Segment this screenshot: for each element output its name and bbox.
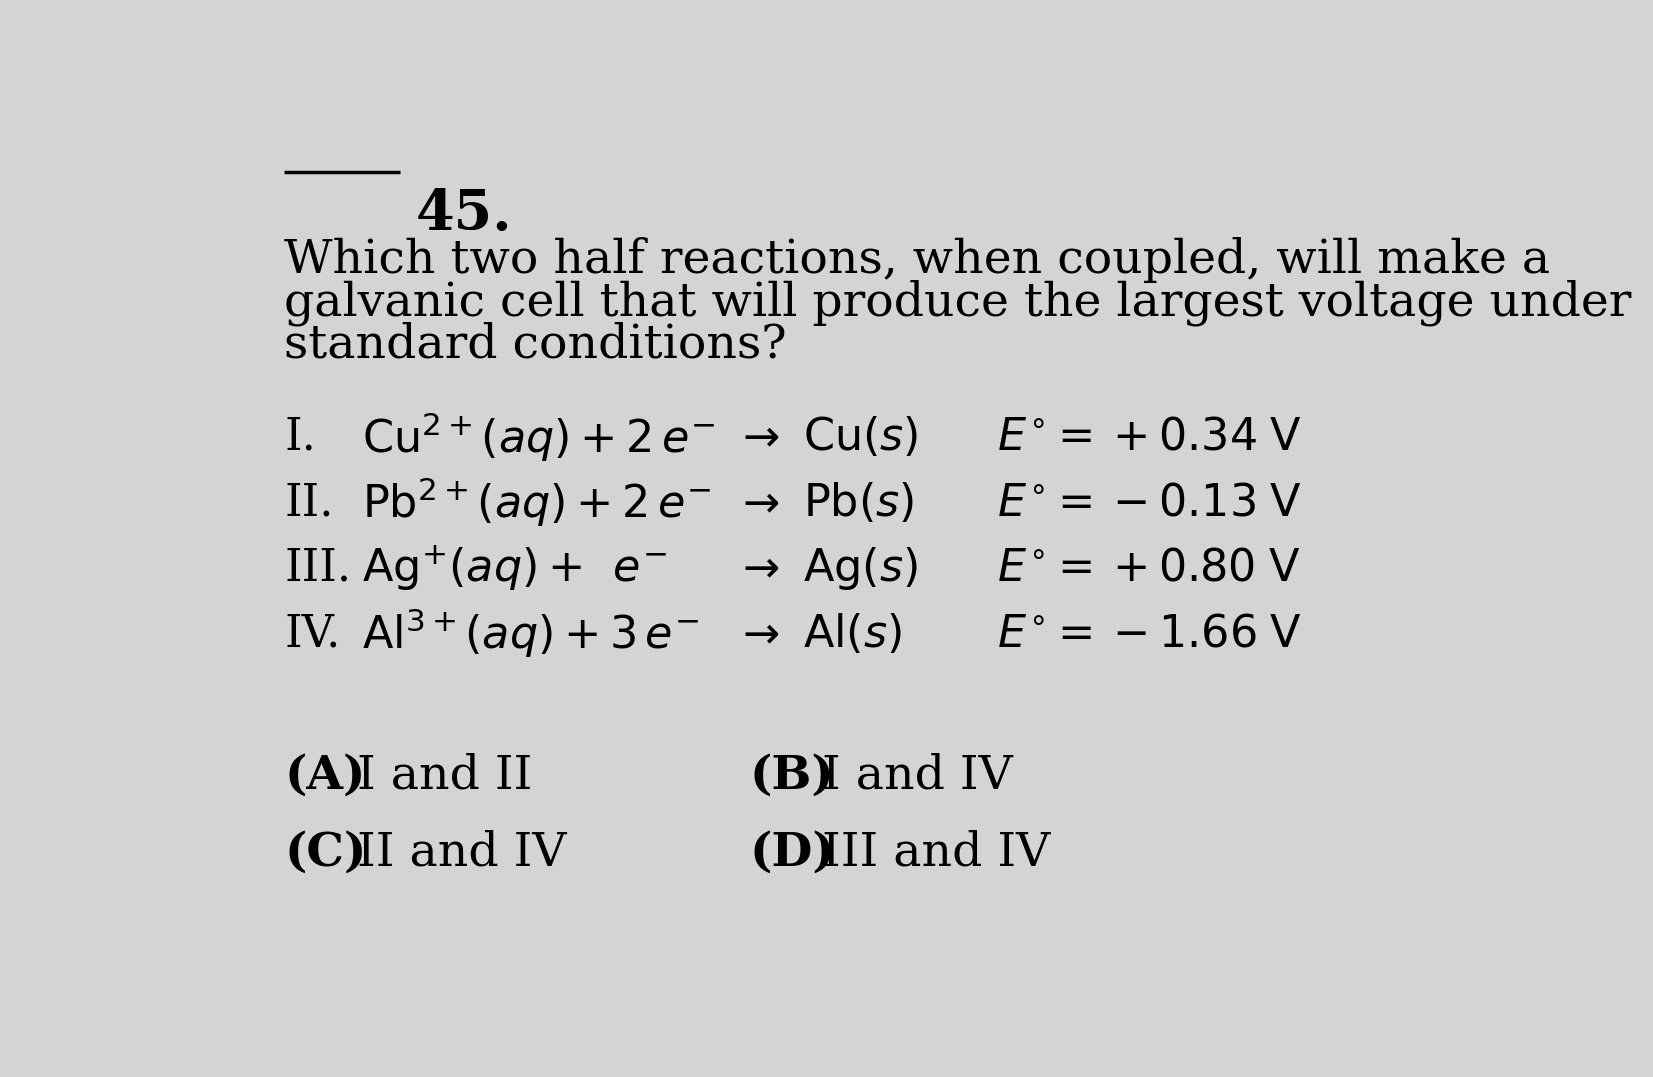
Text: II and IV: II and IV	[342, 830, 567, 876]
Text: $\mathrm{Pb}(s)$: $\mathrm{Pb}(s)$	[803, 480, 914, 524]
Text: I and IV: I and IV	[807, 754, 1013, 799]
Text: (C): (C)	[284, 830, 367, 876]
Text: III.: III.	[284, 546, 350, 590]
Text: $\rightarrow$: $\rightarrow$	[734, 416, 780, 459]
Text: $\mathrm{Ag}(s)$: $\mathrm{Ag}(s)$	[803, 545, 917, 591]
Text: $\mathrm{Al}(s)$: $\mathrm{Al}(s)$	[803, 612, 903, 656]
Text: (D): (D)	[749, 830, 835, 876]
Text: III and IV: III and IV	[807, 830, 1050, 876]
Text: galvanic cell that will produce the largest voltage under: galvanic cell that will produce the larg…	[284, 279, 1632, 326]
Text: Which two half reactions, when coupled, will make a: Which two half reactions, when coupled, …	[284, 237, 1551, 283]
Text: $\rightarrow$: $\rightarrow$	[734, 612, 780, 655]
Text: $\mathrm{Ag}^{+}(aq)+\;\,e^{-}$: $\mathrm{Ag}^{+}(aq)+\;\,e^{-}$	[362, 544, 666, 592]
Text: $E^{\circ} = -1.66\;\mathrm{V}$: $E^{\circ} = -1.66\;\mathrm{V}$	[997, 612, 1301, 655]
Text: $\mathrm{Cu}(s)$: $\mathrm{Cu}(s)$	[803, 416, 919, 459]
Text: $\rightarrow$: $\rightarrow$	[734, 547, 780, 589]
Text: 45.: 45.	[417, 187, 512, 242]
Text: II.: II.	[284, 481, 334, 524]
Text: standard conditions?: standard conditions?	[284, 322, 787, 367]
Text: $\mathrm{Pb}^{2+}(aq)+2\,e^{-}$: $\mathrm{Pb}^{2+}(aq)+2\,e^{-}$	[362, 476, 711, 530]
Text: (B): (B)	[749, 753, 833, 799]
Text: $\rightarrow$: $\rightarrow$	[734, 481, 780, 524]
Text: $\mathrm{Cu}^{2+}(aq)+2\,e^{-}$: $\mathrm{Cu}^{2+}(aq)+2\,e^{-}$	[362, 410, 716, 464]
Text: $\mathrm{Al}^{3+}(aq)+3\,e^{-}$: $\mathrm{Al}^{3+}(aq)+3\,e^{-}$	[362, 606, 699, 660]
Text: $E^{\circ} = +0.34\;\mathrm{V}$: $E^{\circ} = +0.34\;\mathrm{V}$	[997, 416, 1301, 459]
Text: $E^{\circ} = +0.80\;\mathrm{V}$: $E^{\circ} = +0.80\;\mathrm{V}$	[997, 547, 1301, 589]
Text: IV.: IV.	[284, 612, 341, 655]
Text: I and II: I and II	[342, 754, 532, 799]
Text: I.: I.	[284, 416, 316, 459]
Text: $E^{\circ} = -0.13\;\mathrm{V}$: $E^{\circ} = -0.13\;\mathrm{V}$	[997, 481, 1301, 524]
Text: (A): (A)	[284, 753, 365, 799]
